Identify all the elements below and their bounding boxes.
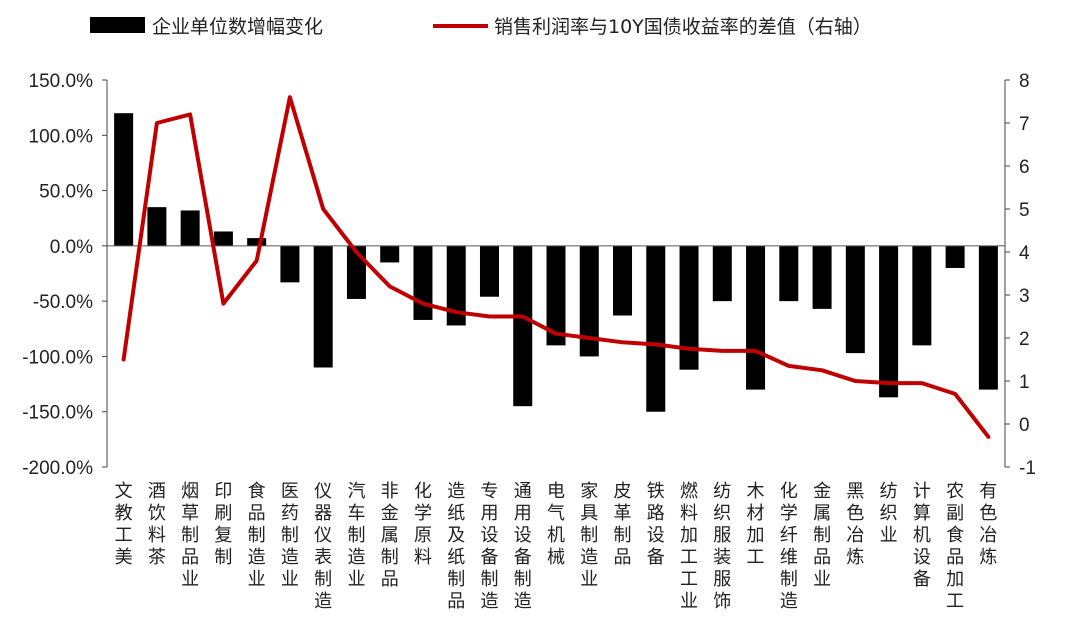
right-tick-label: 2: [1019, 329, 1030, 350]
bar: [679, 245, 699, 370]
category-label: 铁路设备: [647, 481, 665, 568]
right-tick-label: -1: [1019, 458, 1036, 479]
bar: [779, 245, 799, 302]
category-label: 专用设备制造: [480, 481, 498, 612]
bar: [213, 231, 233, 246]
bar: [912, 245, 932, 346]
bar-series: [114, 113, 998, 412]
left-tick-label: -50.0%: [33, 292, 93, 313]
bar: [712, 245, 732, 302]
bar: [413, 245, 433, 320]
bar: [380, 245, 400, 263]
right-axis: 8 7 6 5 4 3 2 1 0 -1: [1004, 71, 1036, 479]
category-label: 非金属制品: [381, 481, 399, 590]
legend-bar-swatch: [90, 17, 145, 33]
category-label: 汽车制造业: [347, 481, 365, 590]
bar: [845, 245, 865, 354]
bar: [446, 245, 466, 326]
category-label: 皮革制品: [614, 481, 632, 568]
line-series: [121, 95, 991, 439]
category-label: 计算机设备: [913, 481, 931, 590]
category-label: 酒饮料茶: [148, 481, 166, 568]
bar: [945, 245, 965, 268]
bar: [313, 245, 333, 368]
category-label: 印刷复制: [214, 481, 232, 568]
category-label: 医药制造业: [281, 481, 299, 590]
left-tick-label: 50.0%: [39, 182, 93, 203]
category-labels: 文教工美酒饮料茶烟草制品业印刷复制食品制造业医药制造业仪器仪表制造汽车制造业非金…: [115, 481, 998, 612]
right-tick-label: 3: [1019, 286, 1030, 307]
right-tick-label: 4: [1019, 243, 1030, 264]
left-tick-label: -200.0%: [22, 458, 93, 479]
category-label: 黑色冶炼: [846, 481, 864, 568]
bar: [978, 245, 998, 390]
bar: [479, 245, 499, 297]
category-label: 木材加工: [747, 481, 765, 568]
right-tick-label: 1: [1019, 372, 1030, 393]
category-label: 烟草制品业: [181, 481, 199, 590]
category-label: 造纸及纸制品: [447, 481, 465, 612]
category-label: 电气机械: [547, 481, 565, 568]
bar: [879, 245, 899, 398]
legend: 企业单位数增幅变化 销售利润率与10Y国债收益率的差值（右轴）: [90, 16, 872, 38]
category-label: 金属制品业: [813, 481, 831, 590]
left-tick-label: 0.0%: [50, 237, 93, 258]
bar: [513, 245, 533, 407]
bar: [147, 207, 167, 246]
right-tick-label: 5: [1019, 200, 1030, 221]
category-label: 纺织业: [880, 481, 898, 546]
right-tick-label: 0: [1019, 415, 1030, 436]
category-label: 农副食品加工: [946, 481, 964, 612]
bar: [247, 238, 267, 246]
category-label: 家具制造业: [580, 481, 598, 590]
left-tick-label: 100.0%: [29, 126, 94, 147]
line-path: [121, 95, 991, 439]
bar: [746, 245, 766, 390]
bar: [812, 245, 832, 309]
legend-line-label: 销售利润率与10Y国债收益率的差值（右轴）: [494, 16, 872, 38]
right-tick-label: 7: [1019, 114, 1030, 135]
bar: [646, 245, 666, 412]
bar: [180, 210, 200, 246]
category-label: 纺织服装服饰: [713, 481, 731, 612]
bar: [546, 245, 566, 346]
category-label: 通用设备制造: [514, 481, 532, 612]
category-label: 化学纤维制造: [780, 481, 798, 612]
right-tick-label: 6: [1019, 157, 1030, 178]
bar: [280, 245, 300, 283]
category-label: 有色冶炼: [979, 481, 997, 568]
category-label: 仪器仪表制造: [314, 481, 332, 612]
bar: [579, 245, 599, 357]
bar: [613, 245, 633, 316]
left-axis: 150.0% 100.0% 50.0% 0.0% -50.0% -100.0% -150.0…: [22, 71, 108, 479]
left-tick-label: -150.0%: [22, 403, 93, 424]
category-label: 化学原料: [414, 481, 432, 568]
legend-bar-label: 企业单位数增幅变化: [152, 16, 323, 38]
left-tick-label: 150.0%: [29, 71, 94, 92]
category-label: 文教工美: [115, 481, 133, 568]
category-label: 食品制造业: [248, 481, 266, 590]
bar: [114, 113, 134, 246]
right-tick-label: 8: [1019, 71, 1030, 92]
category-label: 燃料加工工业: [680, 481, 698, 612]
left-tick-label: -100.0%: [22, 347, 93, 368]
